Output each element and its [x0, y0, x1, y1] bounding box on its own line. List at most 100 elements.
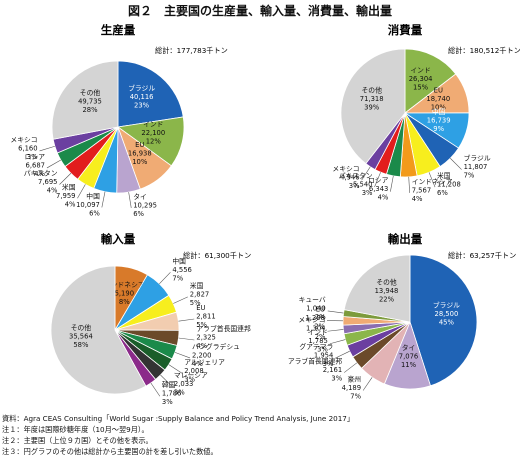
production-slice-eu-value: 16,938 — [128, 150, 152, 158]
exports-slice-guatemala-pct: 3% — [323, 360, 334, 368]
imports-slice-malaysia-value: 2,033 — [174, 380, 193, 388]
production-slice-china-value: 10,097 — [76, 201, 100, 209]
production-slice-thailand-value: 10,295 — [133, 201, 157, 209]
production-slice-mexico-value: 6,160 — [18, 144, 37, 152]
imports-slice-bangladesh-name: バングラデシュ — [192, 342, 240, 351]
imports-slice-algeria-name: アルジェリア — [184, 358, 225, 366]
consumption-slice-other — [340, 48, 406, 165]
imports-slice-china-value: 4,556 — [172, 266, 191, 274]
exports-slice-australia-value: 4,189 — [342, 384, 361, 392]
exports-slice-uae-value: 2,161 — [323, 366, 342, 374]
production-slice-russia-pct: 4% — [34, 170, 45, 178]
production-slice-brazil-pct: 23% — [134, 101, 150, 109]
production-slice-pakistan-name: パキスタン — [24, 169, 58, 178]
note-source: 資料：Agra CEAS Consulting「World Sugar :Sup… — [2, 414, 355, 423]
production-slice-brazil-value: 40,116 — [130, 93, 154, 101]
production-slice-thailand-name: タイ — [133, 192, 147, 201]
imports-slice-usa-name: 米国 — [190, 281, 204, 290]
production-slice-india-name: インド — [143, 121, 163, 129]
imports-slice-uae-name: アラブ首長国連邦 — [196, 324, 251, 333]
exports-slice-other-name: その他 — [376, 278, 397, 287]
consumption-slice-pakistan-value: 5,540 — [353, 181, 372, 189]
production-slice-china-name: 中国 — [86, 191, 100, 200]
production-slice-india-pct: 12% — [146, 138, 162, 146]
imports-slice-other-pct: 58% — [73, 341, 89, 349]
consumption-slice-china-name: 中国 — [432, 107, 446, 116]
production-slice-eu-pct: 10% — [132, 158, 148, 166]
imports-slice-eu-pct: 5% — [196, 321, 207, 329]
consumption-slice-eu-value: 18,740 — [426, 95, 450, 103]
imports-slice-other-name: その他 — [71, 323, 92, 332]
consumption-slice-usa-name: 米国 — [437, 171, 451, 180]
production-slice-mexico-name: メキシコ — [10, 136, 37, 144]
exports-slice-guatemala-name: グアテマラ — [299, 342, 333, 351]
consumption-slice-russia-value: 6,343 — [369, 185, 388, 193]
consumption-slice-china-value: 16,739 — [427, 117, 451, 125]
consumption-title: 消費量 — [388, 23, 423, 37]
note-3: 注３：円グラフのその他は総計から主要国の計を差し引いた数値。 — [2, 447, 218, 456]
production-slice-other — [51, 60, 119, 140]
consumption-slice-mexico-value: 4,946 — [340, 174, 359, 182]
consumption-slice-pakistan-pct: 3% — [362, 189, 373, 197]
exports-slice-thailand-pct: 11% — [401, 361, 417, 369]
imports-slice-indonesia-name: インドネシア — [104, 281, 145, 289]
notes: 資料：Agra CEAS Consulting「World Sugar :Sup… — [2, 413, 518, 457]
exports-slice-brazil-pct: 45% — [439, 318, 455, 326]
imports-pie: 輸入量総計：61,300千トンインドネシア5,1908%中国4,5567%米国2… — [50, 232, 251, 406]
exports-slice-uae-name: アラブ首長国連邦 — [288, 357, 343, 366]
imports-slice-bangladesh-value: 2,200 — [192, 352, 211, 360]
imports-slice-other — [50, 265, 147, 395]
imports-slice-malaysia-name: マレーシア — [174, 371, 208, 379]
imports-slice-usa-value: 2,827 — [190, 290, 209, 298]
exports-slice-india-name: インド — [308, 329, 328, 337]
exports-slice-cuba-pct: 2% — [315, 313, 326, 321]
consumption-slice-brazil-pct: 7% — [464, 172, 475, 180]
imports-slice-usa-pct: 5% — [190, 299, 201, 307]
exports-slice-guatemala-value: 1,954 — [314, 352, 333, 360]
consumption-slice-eu-name: EU — [434, 87, 443, 95]
imports-slice-algeria-value: 2,008 — [184, 367, 203, 375]
production-total: 総計：177,783千トン — [155, 46, 228, 55]
exports-slice-brazil-value: 28,500 — [435, 310, 459, 318]
imports-slice-other-value: 35,564 — [69, 332, 93, 340]
consumption-slice-other-value: 71,318 — [360, 95, 384, 103]
production-slice-usa-name: 米国 — [62, 182, 76, 191]
figure-title: 図２ 主要国の生産量、輸入量、消費量、輸出量 — [127, 4, 392, 18]
consumption-slice-india-pct: 15% — [413, 83, 429, 91]
note-1: 注１：年度は国際砂糖年度（10月～翌9月）。 — [2, 425, 149, 434]
exports-slice-thailand-value: 7,076 — [399, 352, 418, 360]
consumption-slice-pakistan-name: パキスタン — [339, 171, 373, 180]
production-title: 生産量 — [101, 23, 136, 37]
consumption-slice-other-pct: 39% — [364, 104, 380, 112]
production-slice-usa-value: 7,959 — [56, 192, 75, 200]
production-slice-brazil — [117, 60, 184, 128]
